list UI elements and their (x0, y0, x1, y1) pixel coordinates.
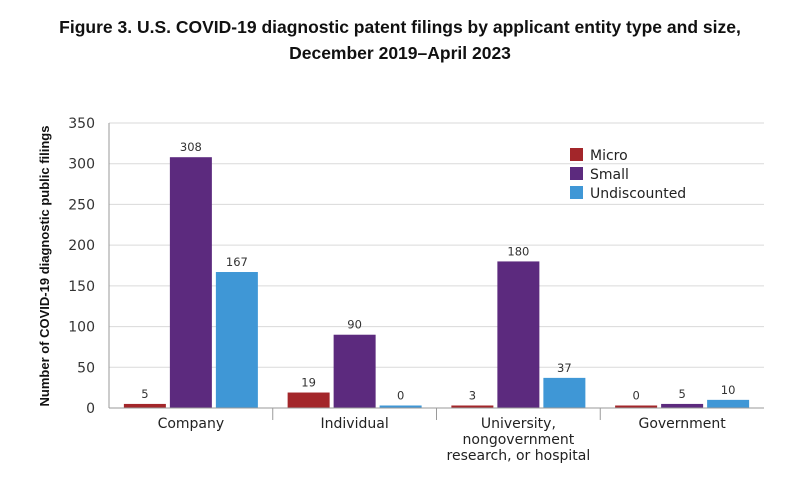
x-tick-label: Company (158, 416, 225, 432)
bar-undiscounted (707, 399, 750, 408)
bar-micro (451, 405, 494, 408)
x-tick-label: Government (638, 416, 726, 432)
data-label: 308 (180, 140, 202, 154)
y-tick-label: 100 (68, 320, 95, 336)
y-axis-label: Number of COVID-19 diagnostic public fil… (37, 126, 52, 407)
legend-label-small: Small (590, 167, 629, 183)
bar-micro (287, 392, 330, 408)
data-labels: 5 308 167 19 90 0 3 180 37 0 5 10 (141, 140, 735, 402)
legend: Micro Small Undiscounted (570, 148, 686, 202)
y-tick-label: 0 (86, 401, 95, 417)
x-tick-label-line: research, or hospital (447, 448, 591, 464)
bar-undiscounted (543, 377, 586, 408)
x-tick-label: Individual (321, 416, 389, 432)
bar-micro (615, 405, 658, 408)
data-label: 3 (469, 389, 476, 403)
bar-undiscounted (215, 272, 258, 408)
data-label: 10 (721, 383, 736, 397)
chart-title-line-1: Figure 3. U.S. COVID-19 diagnostic paten… (59, 17, 741, 37)
data-label: 180 (507, 244, 529, 258)
chart-title: Figure 3. U.S. COVID-19 diagnostic paten… (0, 14, 800, 66)
data-label: 5 (678, 387, 685, 401)
data-label: 0 (632, 389, 639, 403)
chart-title-line-2: December 2019–April 2023 (289, 43, 511, 63)
x-tick-label-line: Government (638, 416, 726, 432)
legend-swatch-micro (570, 148, 583, 161)
x-tick-label-line: nongovernment (463, 432, 575, 448)
y-tick-label: 350 (68, 116, 95, 132)
data-label: 167 (226, 255, 248, 269)
y-tick-label: 250 (68, 197, 95, 213)
data-label: 37 (557, 361, 572, 375)
bars (123, 157, 750, 408)
x-tick-label-line: Individual (321, 416, 389, 432)
bar-small (497, 261, 540, 408)
legend-label-micro: Micro (590, 148, 628, 164)
legend-swatch-small (570, 167, 583, 180)
bar-small (169, 157, 212, 408)
y-axis: 0 50 100 150 200 250 300 350 (68, 116, 110, 417)
bar-small (333, 334, 376, 408)
y-tick-label: 150 (68, 279, 95, 295)
bar-small (661, 403, 704, 408)
bar-undiscounted (379, 405, 422, 408)
data-label: 0 (397, 389, 404, 403)
y-tick-label: 200 (68, 238, 95, 254)
data-label: 19 (301, 376, 316, 390)
legend-label-undiscounted: Undiscounted (590, 186, 686, 202)
y-tick-label: 50 (77, 360, 95, 376)
x-axis: Company Individual University, nongovernmen… (109, 407, 764, 464)
x-tick-label-line: Company (158, 416, 225, 432)
x-tick-label: University, nongovernment research, or hos… (447, 416, 591, 464)
legend-swatch-undiscounted (570, 186, 583, 199)
y-tick-label: 300 (68, 157, 95, 173)
bar-micro (123, 403, 166, 408)
data-label: 5 (141, 387, 148, 401)
data-label: 90 (347, 318, 362, 332)
x-tick-label-line: University, (481, 416, 556, 432)
